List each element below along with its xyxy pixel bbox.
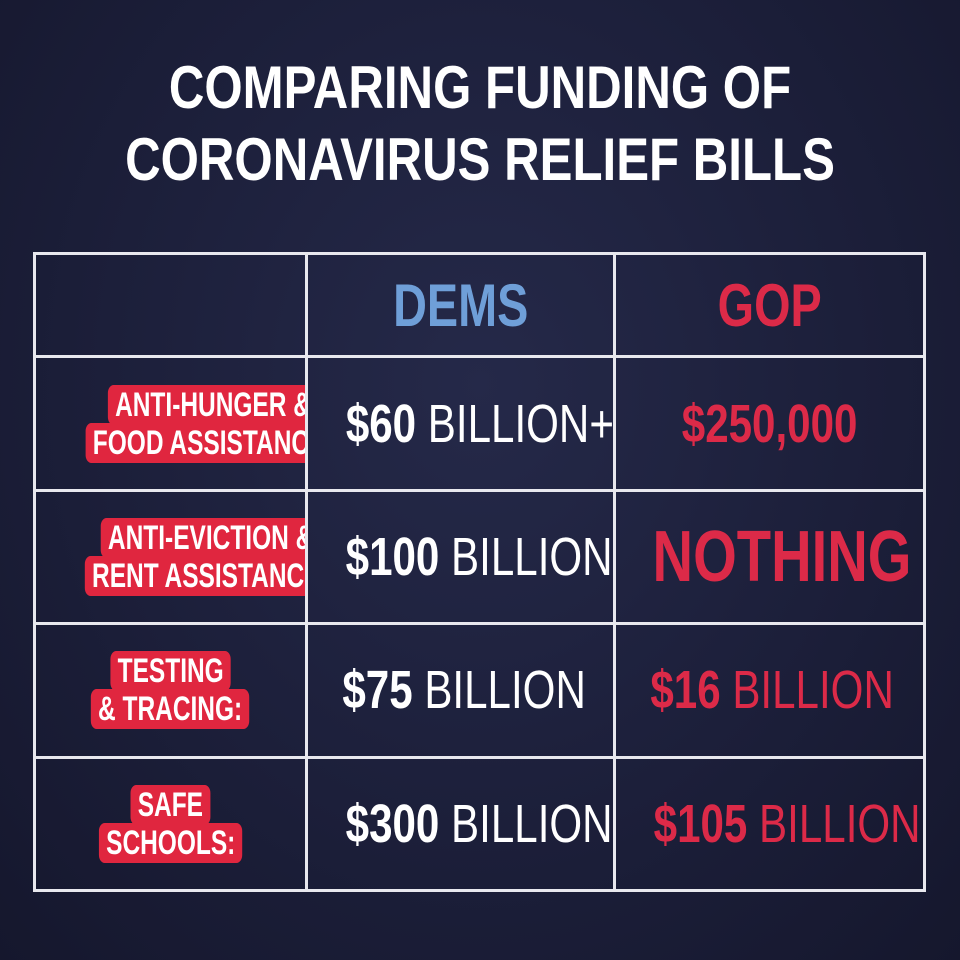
value-amount: $105 bbox=[653, 793, 748, 854]
value-amount: $100 bbox=[345, 526, 440, 587]
gop-value-cell: NOTHING bbox=[613, 488, 926, 626]
dems-header-cell: DEMS bbox=[305, 251, 616, 359]
gop-value: $250,000 bbox=[682, 393, 858, 455]
row-label-line: RENT ASSISTANCE: bbox=[84, 555, 304, 596]
dems-value: $300 BILLION bbox=[345, 793, 613, 855]
value-amount: $300 bbox=[345, 793, 440, 854]
gop-header-cell: GOP bbox=[613, 251, 926, 359]
table-row: ANTI-HUNGER & FOOD ASSISTANCE: $60 BILLI… bbox=[33, 355, 926, 492]
gop-value: $16 BILLION bbox=[650, 659, 894, 721]
row-label-cell: TESTING & TRACING: bbox=[33, 622, 308, 759]
dems-value-cell: $60 BILLION+ bbox=[305, 355, 616, 492]
dems-value: $75 BILLION bbox=[342, 659, 586, 721]
gop-value-cell: $16 BILLION bbox=[613, 622, 926, 759]
value-unit: BILLION bbox=[412, 660, 586, 721]
dems-value-cell: $300 BILLION bbox=[305, 755, 616, 893]
row-label-anti-hunger: ANTI-HUNGER & FOOD ASSISTANCE: bbox=[38, 384, 304, 463]
dems-header: DEMS bbox=[392, 271, 529, 339]
value-amount: $250,000 bbox=[681, 393, 858, 454]
value-unit: BILLION bbox=[439, 793, 613, 854]
dems-value-cell: $75 BILLION bbox=[305, 622, 616, 759]
row-label-line: ANTI-EVICTION & bbox=[100, 517, 304, 558]
dems-value: $100 BILLION bbox=[345, 526, 613, 588]
table-row: ANTI-EVICTION & RENT ASSISTANCE: $100 BI… bbox=[33, 488, 926, 626]
table-row: SAFE SCHOOLS: $300 BILLION $105 BILLION bbox=[33, 755, 926, 893]
gop-value-cell: $105 BILLION bbox=[613, 755, 926, 893]
comparison-table: DEMS GOP ANTI-HUNGER & FOOD ASSISTANCE: … bbox=[33, 251, 926, 893]
value-unit: BILLION bbox=[747, 793, 921, 854]
value-amount: $60 bbox=[345, 393, 417, 454]
dems-value: $60 BILLION+ bbox=[345, 393, 614, 455]
row-label-line: ANTI-HUNGER & bbox=[108, 384, 304, 425]
page-title: COMPARING FUNDING OF CORONAVIRUS RELIEF … bbox=[86, 52, 873, 196]
row-label-line: SAFE bbox=[130, 784, 211, 825]
row-label-cell: SAFE SCHOOLS: bbox=[33, 755, 308, 893]
row-label-safe-schools: SAFE SCHOOLS: bbox=[71, 784, 270, 863]
title-line-1: COMPARING FUNDING OF bbox=[168, 54, 792, 121]
row-label-line: SCHOOLS: bbox=[98, 822, 243, 863]
row-label-cell: ANTI-HUNGER & FOOD ASSISTANCE: bbox=[33, 355, 308, 492]
dems-value-cell: $100 BILLION bbox=[305, 488, 616, 626]
gop-value: NOTHING bbox=[653, 516, 912, 598]
empty-corner-cell bbox=[33, 251, 308, 359]
value-unit: BILLION bbox=[439, 526, 613, 587]
gop-value: $105 BILLION bbox=[654, 793, 921, 855]
row-label-line: FOOD ASSISTANCE: bbox=[85, 422, 304, 463]
value-amount: NOTHING bbox=[652, 516, 912, 597]
table-row: TESTING & TRACING: $75 BILLION $16 BILLI… bbox=[33, 622, 926, 759]
value-amount: $75 bbox=[342, 660, 413, 721]
row-label-line: TESTING bbox=[110, 651, 231, 692]
header-row: DEMS GOP bbox=[33, 251, 926, 359]
value-unit: BILLION bbox=[720, 660, 894, 721]
value-amount: $16 bbox=[650, 660, 721, 721]
row-label-testing: TESTING & TRACING: bbox=[60, 651, 280, 730]
gop-header: GOP bbox=[717, 271, 822, 339]
row-label-anti-eviction: ANTI-EVICTION & RENT ASSISTANCE: bbox=[38, 517, 304, 596]
value-unit: BILLION+ bbox=[416, 393, 614, 454]
gop-value-cell: $250,000 bbox=[613, 355, 926, 492]
row-label-cell: ANTI-EVICTION & RENT ASSISTANCE: bbox=[33, 488, 308, 626]
title-line-2: CORONAVIRUS RELIEF BILLS bbox=[125, 126, 835, 193]
row-label-line: & TRACING: bbox=[91, 689, 250, 730]
